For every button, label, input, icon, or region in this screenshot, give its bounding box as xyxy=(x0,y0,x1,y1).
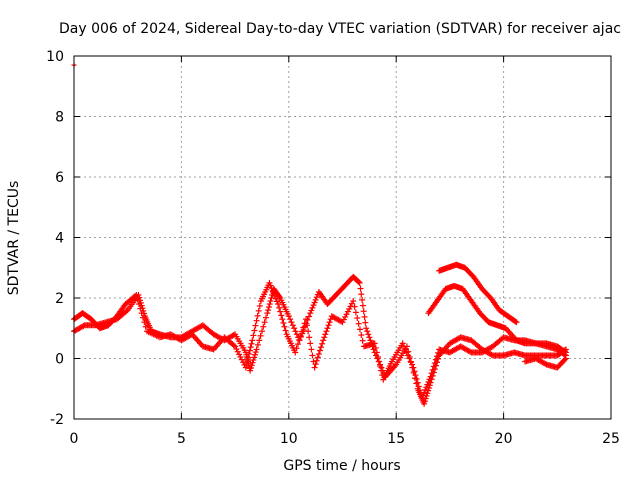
series-track-1 xyxy=(71,273,569,407)
x-tick-label-group: 0 5 10 15 20 25 xyxy=(70,431,620,447)
y-tick-label: 0 xyxy=(55,352,64,368)
chart-title: Day 006 of 2024, Sidereal Day-to-day VTE… xyxy=(59,21,621,37)
x-tick-label: 10 xyxy=(280,431,298,447)
x-tick-label: 20 xyxy=(495,431,513,447)
plot-frame xyxy=(73,55,612,420)
y-axis-title: SDTVAR / TECUs xyxy=(6,181,22,296)
grid-lines xyxy=(74,56,611,419)
series-track-5 xyxy=(522,355,569,371)
x-tick-label: 0 xyxy=(70,431,79,447)
y-tick-label: 6 xyxy=(55,170,64,186)
x-axis-title: GPS time / hours xyxy=(283,458,400,474)
series-track-4 xyxy=(436,261,520,326)
data-marks xyxy=(71,62,569,407)
x-tick-label: 5 xyxy=(177,431,186,447)
series-track-2 xyxy=(71,279,569,401)
y-tick-label: 2 xyxy=(55,291,64,307)
series-track-3 xyxy=(425,282,569,356)
x-tick-label: 15 xyxy=(387,431,405,447)
x-tick-label: 25 xyxy=(602,431,620,447)
y-tick-label: -2 xyxy=(50,412,64,428)
y-tick-label: 10 xyxy=(46,49,64,65)
y-tick-label: 4 xyxy=(55,231,64,247)
y-tick-label-group: -2 0 2 4 6 8 10 xyxy=(46,49,64,428)
y-tick-label: 8 xyxy=(55,110,64,126)
